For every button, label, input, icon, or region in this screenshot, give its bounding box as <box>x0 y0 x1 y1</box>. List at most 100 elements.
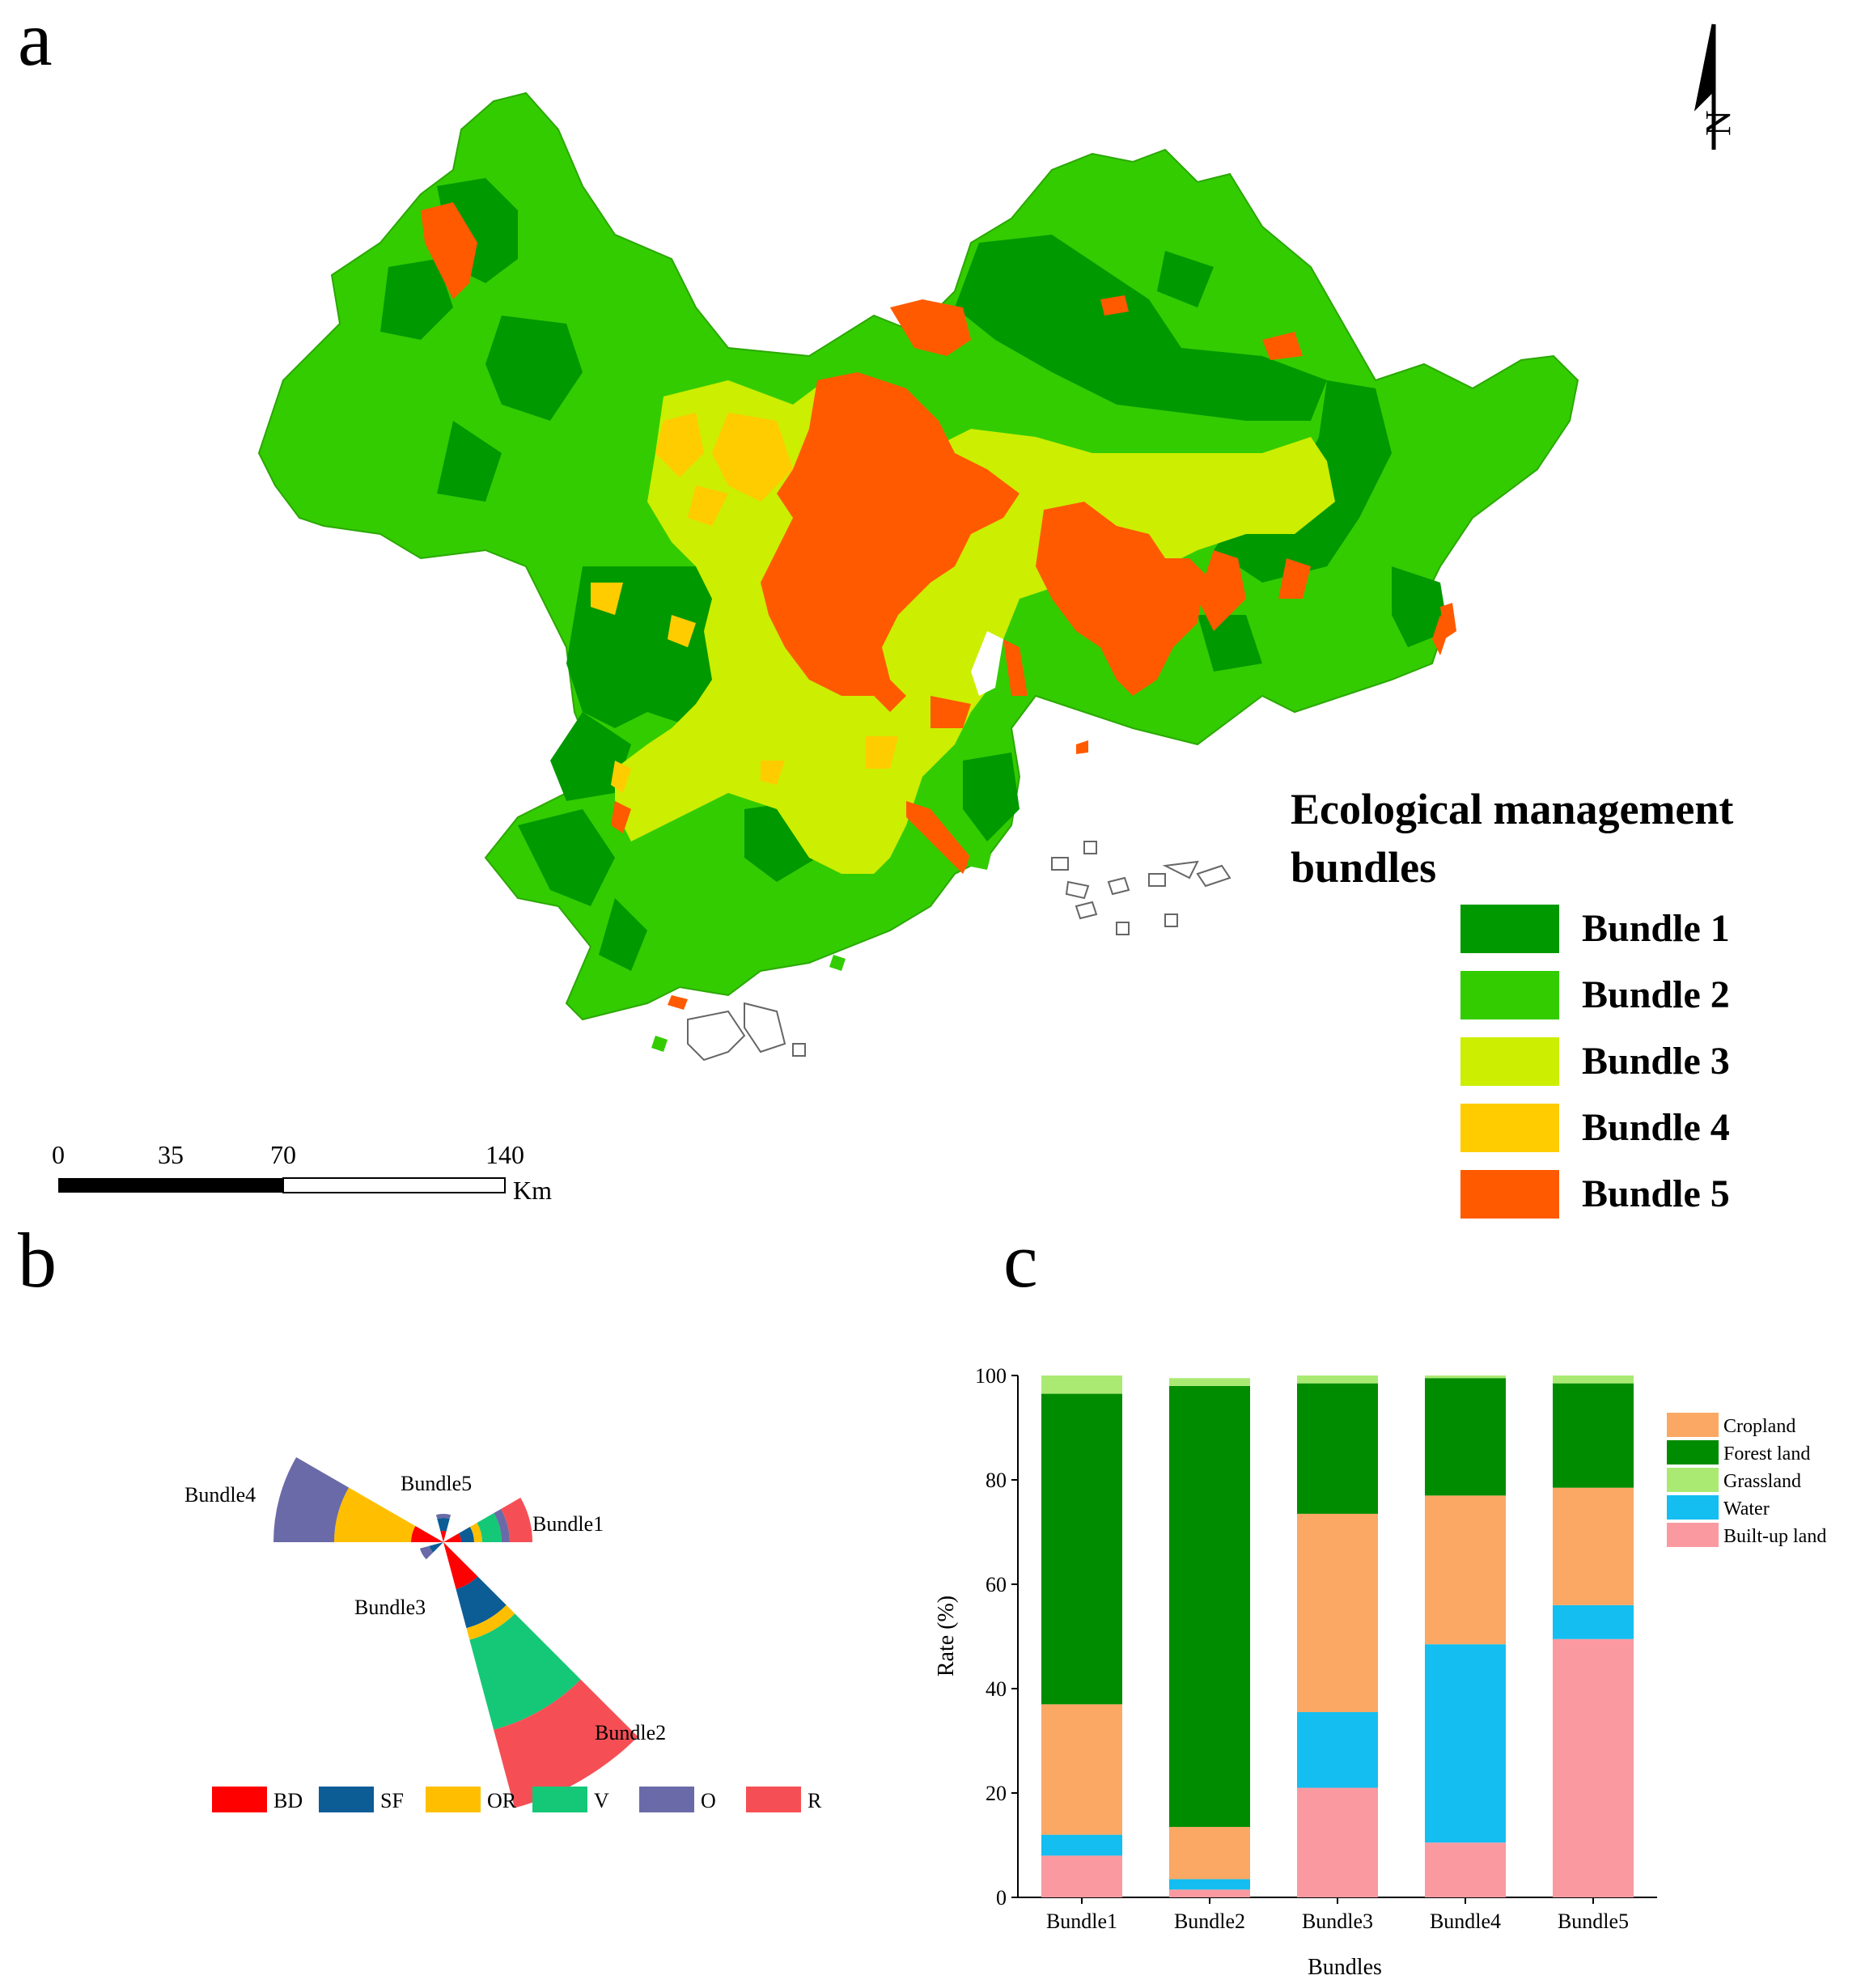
rose-b3-o <box>420 1545 434 1560</box>
rose-label-bundle4: Bundle4 <box>184 1483 256 1507</box>
scale-tick-35: 35 <box>158 1140 184 1169</box>
north-label: N <box>1698 110 1738 136</box>
bundle5-regions <box>421 202 1456 1010</box>
rose-legend-label-sf: SF <box>380 1789 404 1812</box>
bar-segment-cropland-bundle5 <box>1553 1487 1634 1605</box>
legend-swatch-bundle-3 <box>1460 1037 1559 1086</box>
panel-label-b: b <box>18 1217 57 1303</box>
y-tick-label: 80 <box>986 1469 1007 1492</box>
rose-b2-v <box>469 1613 581 1730</box>
y-axis-label: Rate (%) <box>934 1596 959 1676</box>
map-area <box>257 91 1579 1062</box>
scale-tick-70: 70 <box>270 1140 296 1169</box>
bar-segment-water-bundle1 <box>1041 1834 1122 1856</box>
rose-b1-v <box>477 1513 502 1542</box>
legend-swatch-bundle-5 <box>1460 1170 1559 1219</box>
scale-tick-0: 0 <box>52 1140 65 1169</box>
bar-legend-swatch-water <box>1667 1495 1719 1520</box>
north-arrow-icon: N <box>1694 23 1738 150</box>
green-islands <box>651 663 1327 1052</box>
x-tick-label: Bundle2 <box>1174 1910 1245 1933</box>
bar-segment-forest-land-bundle4 <box>1425 1378 1506 1496</box>
rose-legend-label-r: R <box>808 1789 822 1812</box>
rose-b5-sf <box>437 1518 450 1532</box>
rose-legend: BD SF OR V O R <box>212 1787 822 1812</box>
rose-label-bundle3: Bundle3 <box>354 1596 426 1619</box>
rose-label-bundle1: Bundle1 <box>532 1512 604 1536</box>
rose-b2-sf <box>456 1576 507 1629</box>
rose-legend-swatch-r <box>746 1787 801 1812</box>
bar-segment-grassland-bundle5 <box>1553 1375 1634 1384</box>
bar-legend-label-grassland: Grassland <box>1723 1471 1801 1492</box>
bar-segment-cropland-bundle2 <box>1169 1826 1250 1880</box>
bar-segment-built-up-land-bundle4 <box>1425 1842 1506 1897</box>
legend-label-bundle-5: Bundle 5 <box>1582 1172 1730 1215</box>
legend-label-bundle-2: Bundle 2 <box>1582 973 1730 1016</box>
legend-title-line1: Ecological management <box>1291 785 1733 833</box>
rose-legend-swatch-o <box>639 1787 694 1812</box>
rose-legend-label-o: O <box>701 1789 716 1812</box>
x-axis-label: Bundles <box>1308 1955 1382 1980</box>
bar-segment-forest-land-bundle3 <box>1297 1383 1378 1514</box>
x-tick-label: Bundle1 <box>1046 1910 1117 1933</box>
bar-segment-water-bundle2 <box>1169 1879 1250 1890</box>
bar-legend-swatch-cropland <box>1667 1413 1719 1437</box>
rose-b1-or <box>469 1523 482 1542</box>
y-tick-label: 60 <box>986 1573 1007 1596</box>
bar-segment-grassland-bundle3 <box>1297 1375 1378 1384</box>
rose-legend-label-v: V <box>594 1789 609 1812</box>
x-tick-label: Bundle4 <box>1430 1910 1501 1933</box>
panel-label-c: c <box>1003 1217 1038 1303</box>
bar-segment-built-up-land-bundle2 <box>1169 1889 1250 1897</box>
stacked-bar-chart: 0 20 40 60 80 100 Bundle1 Bundle2 Bundle3 Bundle… <box>934 1364 1826 1980</box>
rose-b4-o <box>273 1457 350 1542</box>
rose-label-bundle2: Bundle2 <box>595 1721 666 1744</box>
bar-legend-swatch-forest-land <box>1667 1440 1719 1465</box>
rose-b2-r <box>494 1679 638 1808</box>
bar-segment-grassland-bundle1 <box>1041 1375 1122 1394</box>
bar-legend-label-forest-land: Forest land <box>1723 1443 1810 1465</box>
bar-legend-label-water: Water <box>1723 1498 1770 1520</box>
bar-segment-water-bundle4 <box>1425 1644 1506 1843</box>
scale-bar-black <box>58 1178 283 1193</box>
bar-segment-forest-land-bundle1 <box>1041 1393 1122 1705</box>
rose-labels: Bundle4 Bundle5 Bundle1 Bundle3 Bundle2 <box>184 1472 666 1744</box>
legend-label-bundle-3: Bundle 3 <box>1582 1040 1730 1083</box>
scale-tick-140: 140 <box>485 1140 524 1169</box>
bars <box>1041 1375 1634 1897</box>
bar-segment-cropland-bundle1 <box>1041 1704 1122 1835</box>
x-tick-label: Bundle3 <box>1302 1910 1373 1933</box>
bar-legend-swatch-built-up-land <box>1667 1523 1719 1547</box>
bar-segment-water-bundle5 <box>1553 1604 1634 1639</box>
rose-label-bundle5: Bundle5 <box>401 1472 472 1495</box>
rose-diagram <box>273 1457 638 1808</box>
panel-label-a: a <box>18 0 53 82</box>
y-tick-label: 0 <box>996 1886 1007 1910</box>
rose-b1-bd <box>443 1533 461 1542</box>
x-tick-label: Bundle5 <box>1558 1910 1629 1933</box>
legend-swatch-bundle-1 <box>1460 905 1559 953</box>
bar-legend: Cropland Forest land Grassland Water Built-u… <box>1667 1413 1826 1547</box>
rose-b4-or <box>334 1487 416 1542</box>
estuary <box>971 631 1003 696</box>
y-tick-label: 40 <box>986 1677 1007 1701</box>
y-tick-label: 100 <box>975 1364 1007 1388</box>
bar-segment-built-up-land-bundle3 <box>1297 1787 1378 1897</box>
rose-b5-o <box>435 1514 451 1520</box>
bar-legend-swatch-grassland <box>1667 1468 1719 1492</box>
scale-unit: Km <box>513 1176 552 1205</box>
map-legend: Ecological management bundles Bundle 1Bu… <box>1291 785 1733 1219</box>
rose-legend-swatch-v <box>532 1787 587 1812</box>
legend-swatch-bundle-4 <box>1460 1104 1559 1152</box>
bar-segment-forest-land-bundle5 <box>1553 1383 1634 1488</box>
bar-segment-cropland-bundle3 <box>1297 1513 1378 1713</box>
rose-b2-or <box>466 1604 515 1640</box>
bar-segment-grassland-bundle4 <box>1425 1375 1506 1379</box>
rose-b3-sf <box>429 1542 443 1553</box>
bar-segment-grassland-bundle2 <box>1169 1378 1250 1386</box>
offshore-islands <box>687 841 1231 1062</box>
bar-segment-forest-land-bundle2 <box>1169 1385 1250 1827</box>
y-tick-label: 20 <box>986 1782 1007 1805</box>
legend-items: Bundle 1 Bundle 2 Bundle 3 Bundle 4 Bundle 5 <box>1460 905 1730 1219</box>
